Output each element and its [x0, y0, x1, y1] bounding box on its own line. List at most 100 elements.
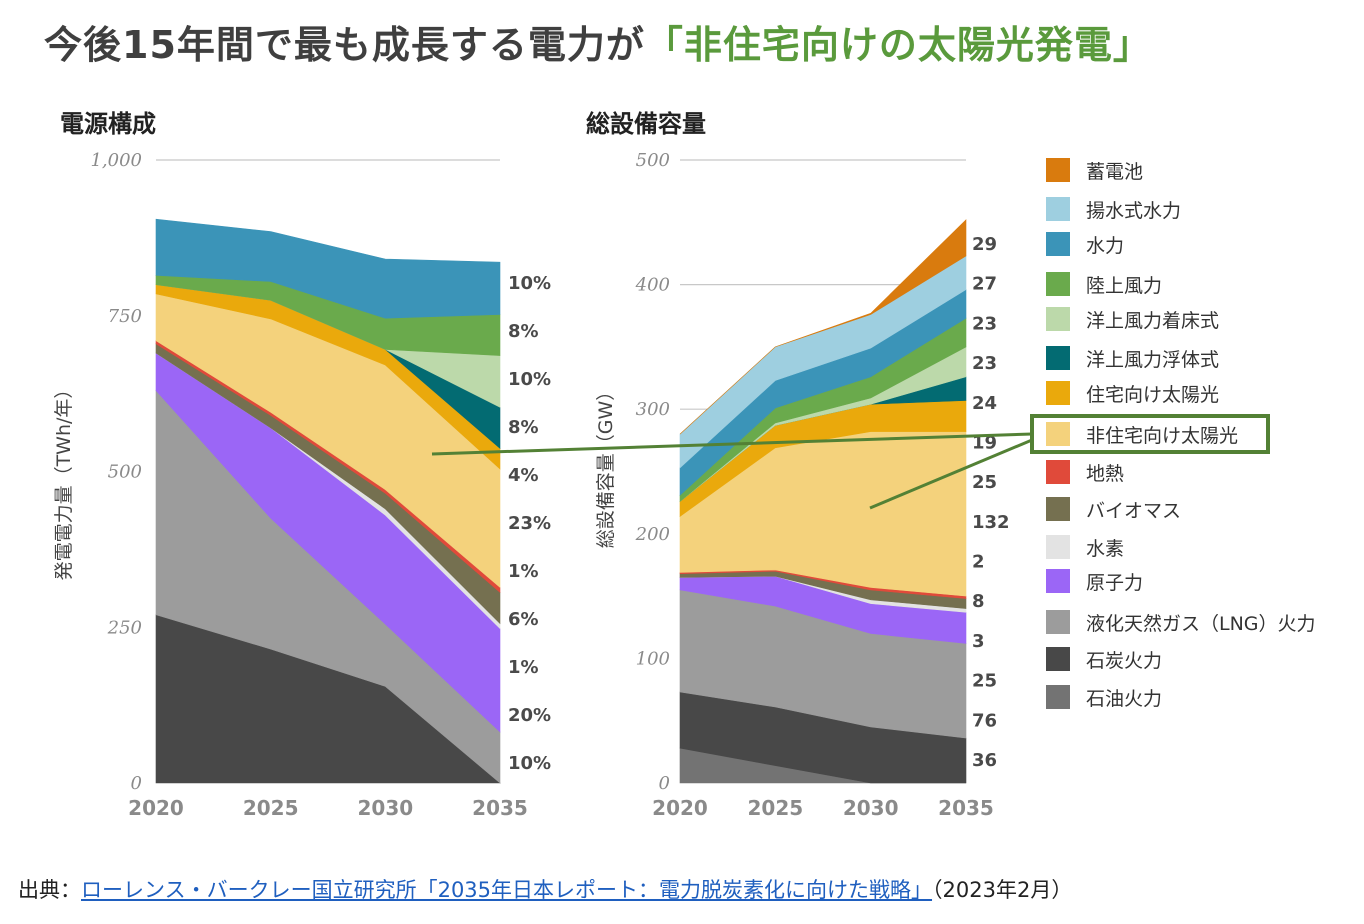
end-label: 23	[972, 313, 997, 334]
end-label: 24	[972, 393, 997, 414]
end-label: 8%	[508, 321, 539, 342]
legend-swatch	[1046, 685, 1070, 709]
end-label: 3	[972, 631, 985, 652]
legend-label: 陸上風力	[1086, 274, 1163, 297]
title-main: 今後15年間で最も成長する電力が	[44, 23, 645, 67]
legend-swatch	[1046, 610, 1070, 634]
legend-item: 液化天然ガス（LNG）火力	[1046, 609, 1316, 635]
y-tick-label: 0	[659, 773, 670, 794]
end-label: 2	[972, 552, 985, 573]
area-series	[679, 219, 967, 435]
legend-item: 洋上風力着床式	[1046, 306, 1219, 332]
legend-label: 非住宅向け太陽光	[1086, 424, 1239, 447]
legend-item: 石油火力	[1046, 684, 1162, 710]
legend-label: 揚水式水力	[1086, 199, 1182, 222]
legend-item: 陸上風力	[1046, 271, 1162, 297]
end-label: 25	[972, 671, 997, 692]
end-label: 8	[972, 591, 985, 612]
y-tick-label: 500	[636, 150, 670, 171]
end-label: 132	[972, 512, 1010, 533]
end-label: 10%	[508, 753, 551, 774]
end-label: 25	[972, 472, 997, 493]
legend-item: 原子力	[1046, 568, 1143, 594]
end-label: 20%	[508, 705, 551, 726]
x-tick-label: 2030	[357, 796, 413, 820]
legend-swatch	[1046, 460, 1070, 484]
legend-label: バイオマス	[1086, 499, 1182, 522]
end-label: 6%	[508, 609, 539, 630]
legend-item: 石炭火力	[1046, 646, 1162, 672]
end-label: 10%	[508, 369, 551, 390]
legend-item: 蓄電池	[1046, 157, 1143, 183]
legend-label: 洋上風力着床式	[1086, 309, 1220, 332]
legend-swatch	[1046, 307, 1070, 331]
callout-line-left	[431, 432, 1033, 456]
y-tick-label: 1,000	[90, 150, 142, 171]
x-tick-label: 2025	[747, 796, 803, 820]
source-citation: 出典：ローレンス・バークレー国立研究所「2035年日本レポート：電力脱炭素化に向…	[18, 874, 1072, 904]
end-label: 29	[972, 234, 997, 255]
end-label: 1%	[508, 657, 539, 678]
end-label: 4%	[508, 465, 539, 486]
legend-swatch	[1046, 158, 1070, 182]
y-axis-label: 総設備容量（GW）	[595, 382, 617, 549]
title-highlight: 「非住宅向けの太陽光発電」	[644, 23, 1152, 67]
end-label: 76	[972, 710, 997, 731]
end-label: 23	[972, 353, 997, 374]
end-label: 23%	[508, 513, 551, 534]
legend-swatch	[1046, 535, 1070, 559]
legend-swatch	[1046, 197, 1070, 221]
right-chart-title: 総設備容量	[586, 110, 706, 138]
source-suffix: （2023年2月）	[932, 878, 1073, 902]
y-tick-label: 0	[131, 773, 142, 794]
legend-item: 非住宅向け太陽光	[1046, 421, 1238, 447]
x-tick-label: 2030	[843, 796, 899, 820]
area-series	[155, 218, 501, 319]
y-tick-label: 250	[107, 617, 142, 638]
end-label: 27	[972, 274, 997, 295]
x-tick-label: 2025	[243, 796, 299, 820]
legend-item: 住宅向け太陽光	[1046, 380, 1219, 406]
legend-label: 石炭火力	[1086, 649, 1163, 672]
legend-label: 蓄電池	[1086, 160, 1144, 183]
page-title: 今後15年間で最も成長する電力が「非住宅向けの太陽光発電」	[44, 14, 1152, 69]
legend-label: 水素	[1086, 537, 1125, 560]
legend-swatch	[1046, 272, 1070, 296]
legend-swatch	[1046, 422, 1070, 446]
end-label: 1%	[508, 561, 539, 582]
legend-label: 水力	[1086, 234, 1125, 257]
y-axis-label: 発電電力量（TWh/年）	[53, 380, 75, 581]
callout-line-right	[869, 438, 1033, 510]
y-tick-label: 300	[636, 399, 670, 420]
legend-label: 石油火力	[1086, 687, 1163, 710]
legend-swatch	[1046, 569, 1070, 593]
y-tick-label: 500	[108, 462, 142, 483]
end-label: 10%	[508, 273, 551, 294]
legend-item: 水素	[1046, 534, 1124, 560]
legend-item: 水力	[1046, 231, 1124, 257]
x-tick-label: 2035	[938, 796, 994, 820]
source-prefix: 出典：	[18, 878, 81, 902]
left-chart-title: 電源構成	[60, 110, 156, 138]
legend-label: 原子力	[1086, 571, 1144, 594]
legend-item: 揚水式水力	[1046, 196, 1181, 222]
x-tick-label: 2035	[472, 796, 528, 820]
legend-label: 液化天然ガス（LNG）火力	[1086, 612, 1316, 635]
y-tick-label: 200	[635, 524, 670, 545]
legend-item: 地熱	[1046, 459, 1124, 485]
chart-2: 0 100 200 300 400 500 2020 2025 2030 2035 総設備容量（GW…	[595, 150, 1010, 820]
end-label: 19	[972, 432, 997, 453]
source-link[interactable]: ローレンス・バークレー国立研究所「2035年日本レポート：電力脱炭素化に向けた戦…	[81, 878, 933, 902]
legend-label: 地熱	[1086, 462, 1125, 485]
legend-highlight-box	[1030, 414, 1270, 454]
chart-1: 0 250 500 750 1,000 2020 2025 2030 2035 発電電力量（TWh…	[53, 150, 551, 820]
legend-label: 住宅向け太陽光	[1086, 383, 1220, 406]
x-tick-label: 2020	[128, 796, 184, 820]
legend-item: 洋上風力浮体式	[1046, 345, 1219, 371]
y-tick-label: 750	[108, 306, 142, 327]
x-tick-label: 2020	[652, 796, 708, 820]
legend-swatch	[1046, 232, 1070, 256]
end-label: 8%	[508, 417, 539, 438]
legend-swatch	[1046, 647, 1070, 671]
